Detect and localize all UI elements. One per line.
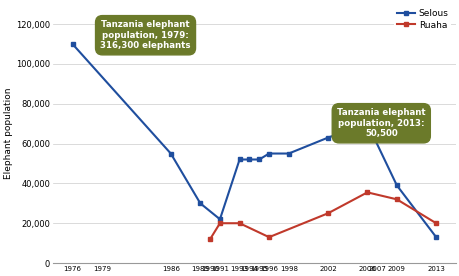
Selous bbox=[266, 152, 271, 155]
Selous bbox=[432, 235, 438, 239]
Ruaha bbox=[325, 212, 330, 215]
Ruaha bbox=[393, 198, 399, 201]
Ruaha bbox=[364, 191, 369, 194]
Selous bbox=[325, 136, 330, 139]
Text: Tanzania elephant
population, 1979:
316,300 elephants: Tanzania elephant population, 1979: 316,… bbox=[100, 20, 190, 50]
Text: Tanzania elephant
population, 2013:
50,500: Tanzania elephant population, 2013: 50,5… bbox=[336, 108, 425, 138]
Selous bbox=[168, 152, 173, 155]
Y-axis label: Elephant population: Elephant population bbox=[4, 88, 13, 179]
Line: Ruaha: Ruaha bbox=[207, 190, 437, 242]
Ruaha bbox=[432, 222, 438, 225]
Ruaha bbox=[207, 238, 213, 241]
Selous bbox=[197, 202, 202, 205]
Selous bbox=[364, 122, 369, 125]
Selous bbox=[285, 152, 291, 155]
Ruaha bbox=[217, 222, 222, 225]
Selous bbox=[217, 217, 222, 221]
Legend: Selous, Ruaha: Selous, Ruaha bbox=[393, 6, 450, 32]
Selous bbox=[236, 158, 242, 161]
Selous bbox=[256, 158, 262, 161]
Selous bbox=[393, 184, 399, 187]
Selous bbox=[246, 158, 252, 161]
Line: Selous: Selous bbox=[70, 42, 437, 240]
Selous bbox=[70, 42, 75, 46]
Ruaha bbox=[236, 222, 242, 225]
Ruaha bbox=[266, 235, 271, 239]
